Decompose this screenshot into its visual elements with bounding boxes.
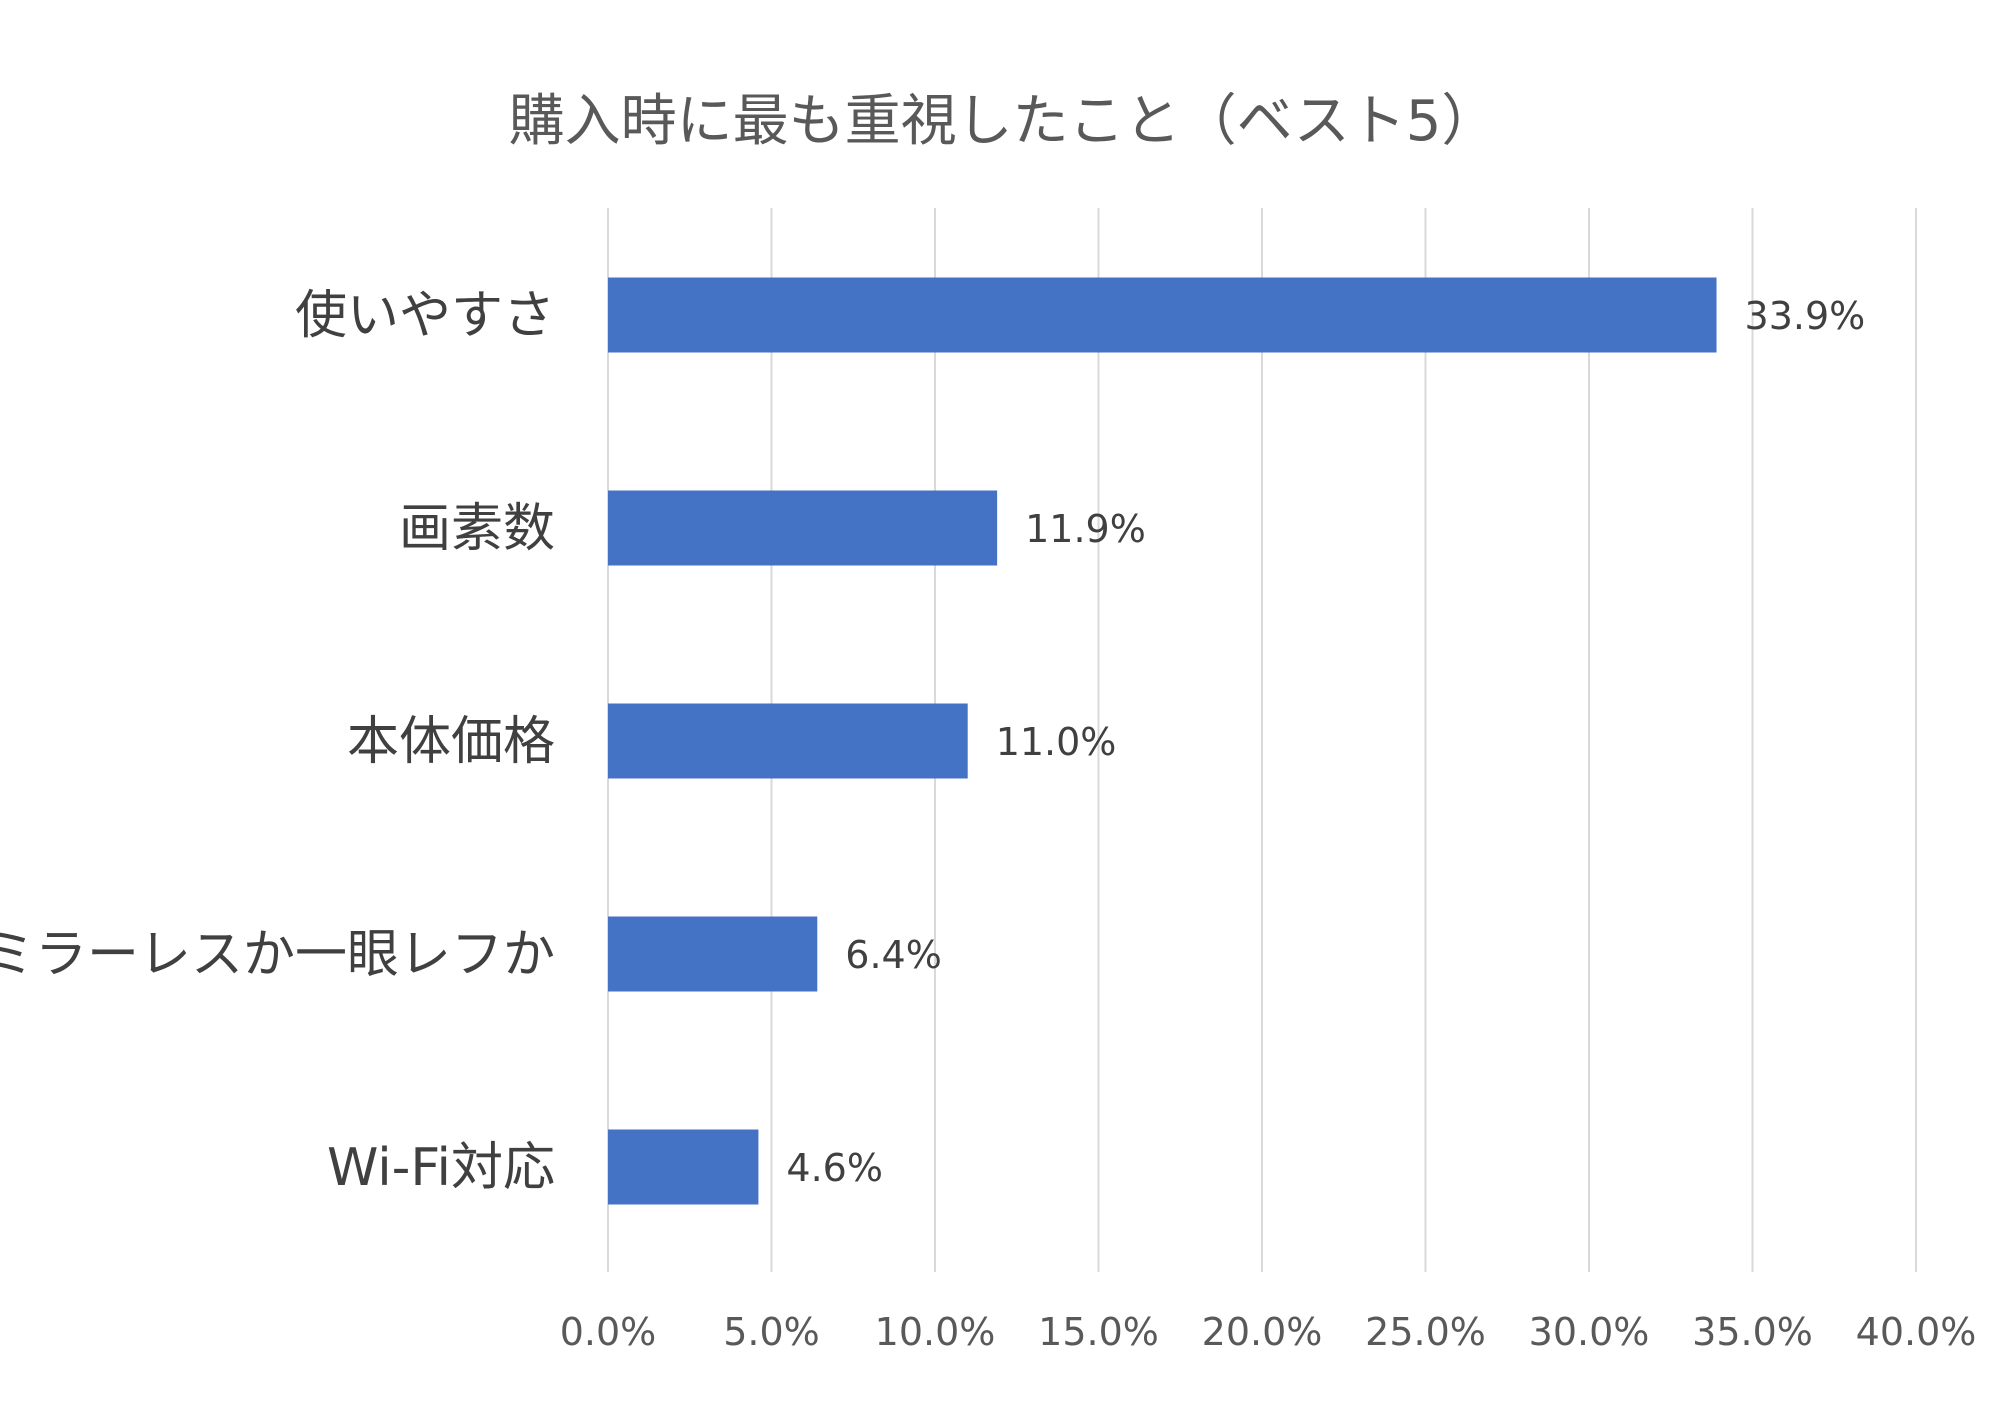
bar: [608, 916, 818, 992]
value-label: 11.0%: [996, 720, 1117, 764]
labels: 0.0% 5.0% 10.0% 15.0% 20.0% 25.0% 30.0% 35.0% 40…: [0, 286, 1976, 1354]
bar: [608, 1129, 759, 1205]
bar: [608, 703, 968, 779]
x-tick-label: 25.0%: [1365, 1310, 1486, 1354]
value-label: 6.4%: [845, 933, 942, 977]
bar: [608, 490, 998, 566]
value-label: 33.9%: [1745, 294, 1866, 338]
x-tick-label: 15.0%: [1038, 1310, 1159, 1354]
chart-title: 購入時に最も重視したこと（ベスト5）: [509, 89, 1498, 154]
x-tick-label: 10.0%: [875, 1310, 996, 1354]
gridlines: [607, 208, 1917, 1272]
category-label: 使いやすさ: [295, 286, 555, 346]
value-label: 4.6%: [786, 1146, 883, 1190]
x-tick-label: 20.0%: [1202, 1310, 1323, 1354]
bars: [608, 277, 1717, 1205]
bar: [608, 277, 1717, 353]
x-tick-label: 30.0%: [1529, 1310, 1650, 1354]
x-tick-label: 5.0%: [723, 1310, 820, 1354]
category-label: ミラーレスか一眼レフか: [0, 925, 555, 985]
category-label: 本体価格: [347, 712, 555, 772]
value-label: 11.9%: [1025, 507, 1146, 551]
x-tick-label: 0.0%: [560, 1310, 657, 1354]
category-label: Wi-Fi対応: [327, 1138, 555, 1198]
x-tick-label: 35.0%: [1692, 1310, 1813, 1354]
category-label: 画素数: [399, 499, 555, 559]
x-tick-label: 40.0%: [1856, 1310, 1977, 1354]
